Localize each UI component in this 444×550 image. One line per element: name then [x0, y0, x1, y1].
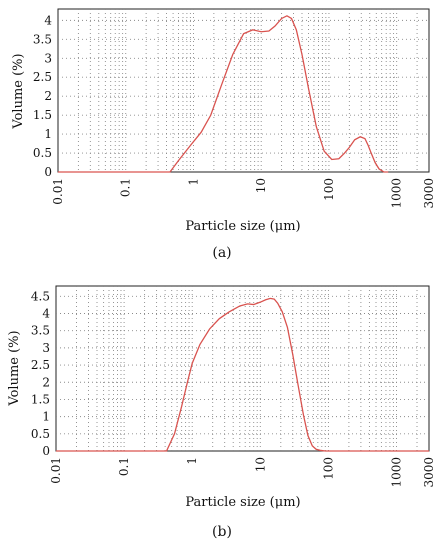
y-tick-label: 2.5 [31, 358, 50, 372]
y-tick-label: 4.5 [31, 289, 50, 303]
y-tick-label: 2 [42, 375, 50, 389]
caption-b: (b) [212, 524, 232, 540]
grid-b [56, 286, 429, 451]
y-tick-label: 3.5 [33, 32, 52, 46]
y-tick-label: 1.5 [31, 392, 50, 406]
x-tick-label: 100 [321, 457, 335, 480]
x-tick-labels-b: 0.01 0.1 1 10 100 1000 3000 [49, 457, 436, 488]
x-tick-label: 0.1 [119, 178, 133, 197]
y-tick-label: 0.5 [33, 146, 52, 160]
y-tick-label: 3 [42, 341, 50, 355]
x-tick-label: 1 [186, 178, 200, 186]
y-tick-label: 1 [42, 410, 50, 424]
y-tick-label: 4 [42, 307, 50, 321]
x-tick-label: 0.01 [51, 178, 65, 205]
y-tick-labels-a: 0 0.5 1 1.5 2 2.5 3 3.5 4 [33, 13, 52, 179]
x-tick-label: 3000 [422, 178, 436, 209]
y-tick-labels-b: 0 0.5 1 1.5 2 2.5 3 3.5 4 4.5 [31, 289, 50, 458]
x-tick-labels-a: 0.01 0.1 1 10 100 1000 3000 [51, 178, 436, 209]
x-tick-label: 1 [185, 457, 199, 465]
x-tick-label: 0.1 [117, 457, 131, 476]
x-tick-label: 3000 [422, 457, 436, 488]
x-axis-title-a: Particle size (μm) [185, 219, 300, 234]
x-tick-label: 1000 [390, 457, 404, 488]
y-tick-label: 4 [44, 13, 52, 27]
y-tick-label: 3.5 [31, 324, 50, 338]
chart-panel-a: 00.511.522.533.54 0.01 0.1 1 10 100 1000 3000 … [11, 8, 436, 261]
x-axis-title-b: Particle size (μm) [185, 495, 300, 510]
chart-panel-b: 0 0.5 1 1.5 2 2.5 3 3.5 4 4.5 0.01 0.1 1 10 100 1000 30… [7, 285, 436, 540]
y-tick-label: 0 [42, 444, 50, 458]
y-tick-label: 1.5 [33, 108, 52, 122]
series-line-a [58, 15, 389, 173]
y-axis-title-a: Volume (%) [11, 53, 26, 129]
y-tick-label: 2.5 [33, 70, 52, 84]
y-tick-label: 1 [44, 127, 52, 141]
plot-frame-a [57, 8, 430, 173]
y-tick-label: 3 [44, 51, 52, 65]
y-tick-label: 0 [44, 165, 52, 179]
x-tick-label: 100 [322, 178, 336, 201]
caption-a: (a) [212, 245, 231, 261]
x-tick-label: 10 [254, 178, 268, 193]
y-axis-title-b: Volume (%) [7, 330, 22, 406]
x-tick-label: 10 [253, 457, 267, 472]
plot-frame-b [55, 285, 430, 452]
y-tick-label: 2 [44, 89, 52, 103]
x-tick-label: 1000 [390, 178, 404, 209]
y-tick-label: 0.5 [31, 427, 50, 441]
x-tick-label: 0.01 [49, 457, 63, 484]
series-line-b [56, 297, 429, 452]
